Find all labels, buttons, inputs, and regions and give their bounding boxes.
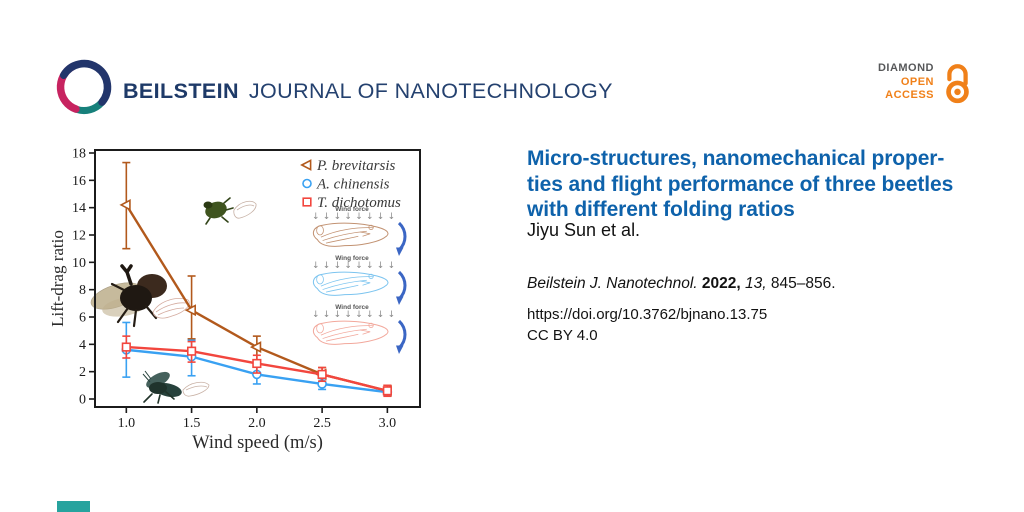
citation-year: 2022, <box>701 275 741 292</box>
article-title-line2: ties and flight performance of three bee… <box>527 172 954 196</box>
wing-sketch-a-chinensis <box>182 381 210 397</box>
wing-diagram-2: Wing force↓ ↓ ↓ ↓ ↓ ↓ ↓ ↓ <box>312 255 407 305</box>
journal-name: BEILSTEIN JOURNAL OF NANOTECHNOLOGY <box>123 79 613 104</box>
rotation-arrow-icon <box>396 319 407 354</box>
svg-text:Wind force: Wind force <box>335 304 369 311</box>
svg-text:4: 4 <box>79 338 86 353</box>
open-access-lock-icon <box>946 64 969 104</box>
wind-arrow-icon: ↓ <box>366 212 374 222</box>
wind-arrow-icon: ↓ <box>323 310 331 320</box>
svg-text:10: 10 <box>72 256 86 271</box>
beetle-photo-t-dichotomus <box>90 264 167 328</box>
chart-axes: 0 2 4 6 8 10 12 14 16 18 1.0 1.5 2.0 2.5 3.0 Wind speed… <box>48 147 421 453</box>
article-info: Micro-structures, nanomechanical proper-… <box>527 0 997 512</box>
article-title-line1: Micro-structures, nanomechanical proper- <box>527 147 945 170</box>
citation-journal: Beilstein J. Nanotechnol. <box>527 275 698 292</box>
open-access-badge-text: DIAMOND OPEN ACCESS <box>862 62 934 103</box>
article-title-line3: with different folding ratios <box>527 198 795 222</box>
badge-open-label: OPEN <box>900 75 934 88</box>
beilstein-logo-icon <box>56 59 112 115</box>
wind-arrow-icon: ↓ <box>388 310 396 320</box>
wind-arrow-icon: ↓ <box>388 212 396 222</box>
beetle-photo-p-brevitarsis <box>203 197 234 225</box>
license-label: CC BY 4.0 <box>527 327 598 344</box>
footer-accent-mark <box>57 501 90 512</box>
wind-arrow-icon: ↓ <box>344 310 352 320</box>
badge-access-label: ACCESS <box>885 89 934 102</box>
svg-text:16: 16 <box>72 174 86 189</box>
wind-arrow-icon: ↓ <box>377 261 385 271</box>
wind-arrow-icon: ↓ <box>323 261 331 271</box>
svg-text:1.0: 1.0 <box>118 416 136 431</box>
rotation-arrow-icon <box>396 221 407 256</box>
wind-arrow-icon: ↓ <box>377 212 385 222</box>
citation-pages: 845–856. <box>770 275 836 292</box>
wind-arrow-icon: ↓ <box>366 261 374 271</box>
wind-arrow-icon: ↓ <box>388 261 396 271</box>
wind-arrow-icon: ↓ <box>355 261 363 271</box>
doi-link[interactable]: https://doi.org/10.3762/bjnano.13.75 <box>527 306 768 323</box>
wing-sketch-p-brevitarsis <box>233 200 257 219</box>
rotation-arrow-icon <box>396 270 407 305</box>
wind-arrow-icon: ↓ <box>355 310 363 320</box>
citation-volume: 13, <box>745 275 767 292</box>
svg-text:14: 14 <box>72 201 86 216</box>
journal-name-bold: BEILSTEIN <box>123 79 239 103</box>
wind-arrow-icon: ↓ <box>377 310 385 320</box>
article-citation: Beilstein J. Nanotechnol. 2022, 13, 845–… <box>527 275 836 293</box>
wind-arrow-icon: ↓ <box>312 212 320 222</box>
wing-sketch-t-dichotomus <box>152 298 190 319</box>
wind-arrow-icon: ↓ <box>334 310 342 320</box>
beetle-photo-a-chinensis <box>142 370 182 404</box>
svg-text:18: 18 <box>72 147 86 162</box>
wing-diagram-3: Wind force↓ ↓ ↓ ↓ ↓ ↓ ↓ ↓ <box>312 304 407 354</box>
wind-arrow-icon: ↓ <box>355 212 363 222</box>
chart-legend: P. brevitarsis A. chinensis T. dichotomus <box>300 158 401 211</box>
wind-arrow-icon: ↓ <box>334 261 342 271</box>
svg-text:1.5: 1.5 <box>183 416 201 431</box>
svg-text:Wind force: Wind force <box>335 206 369 213</box>
svg-text:P. brevitarsis: P. brevitarsis <box>316 158 396 174</box>
wind-arrow-icon: ↓ <box>323 212 331 222</box>
svg-text:A. chinensis: A. chinensis <box>316 177 390 193</box>
x-axis-label: Wind speed (m/s) <box>192 433 323 453</box>
svg-text:3.0: 3.0 <box>379 416 397 431</box>
wind-arrow-icon: ↓ <box>344 212 352 222</box>
badge-diamond-label: DIAMOND <box>877 62 934 75</box>
svg-text:Wing force: Wing force <box>335 255 369 262</box>
svg-text:2.0: 2.0 <box>248 416 266 431</box>
wing-diagram-1: Wind force↓ ↓ ↓ ↓ ↓ ↓ ↓ ↓ <box>312 206 407 256</box>
svg-text:2.5: 2.5 <box>313 416 331 431</box>
wind-arrow-icon: ↓ <box>334 212 342 222</box>
article-authors: Jiyu Sun et al. <box>527 220 641 240</box>
wind-arrow-icon: ↓ <box>312 261 320 271</box>
article-title: Micro-structures, nanomechanical proper-… <box>527 146 997 223</box>
svg-text:0: 0 <box>79 393 86 408</box>
open-access-badge: DIAMOND OPEN ACCESS <box>862 60 972 105</box>
y-axis-label: Lift-drag ratio <box>48 230 67 327</box>
svg-text:6: 6 <box>79 311 86 326</box>
svg-text:8: 8 <box>79 283 86 298</box>
svg-text:T. dichotomus: T. dichotomus <box>317 195 401 211</box>
lift-drag-chart: 0 2 4 6 8 10 12 14 16 18 1.0 1.5 2.0 2.5 3.0 Wind speed… <box>48 147 421 453</box>
wind-arrow-icon: ↓ <box>312 310 320 320</box>
svg-text:12: 12 <box>72 229 86 244</box>
wind-arrow-icon: ↓ <box>366 310 374 320</box>
wind-arrow-icon: ↓ <box>344 261 352 271</box>
svg-text:2: 2 <box>79 365 86 380</box>
journal-name-rest: JOURNAL OF NANOTECHNOLOGY <box>248 79 613 103</box>
series-t-dichotomus <box>121 335 392 398</box>
